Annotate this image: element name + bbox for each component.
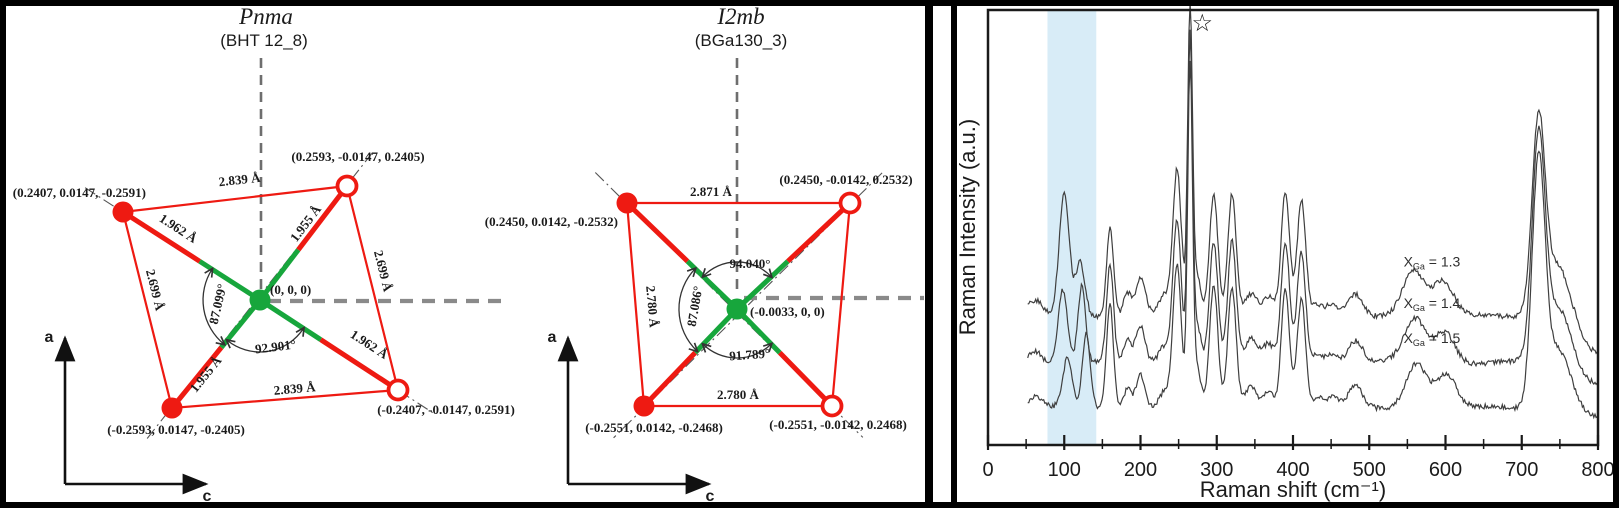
pnma-length-right: 2.699 Å — [371, 249, 396, 294]
panel-divider — [925, 0, 933, 508]
i2mb-atom-bl-filled — [633, 395, 655, 417]
frame-bottom — [0, 502, 1619, 508]
i2mb-angle-top-label: 94.040° — [730, 256, 771, 271]
pnma-atom-tl-filled — [112, 201, 134, 223]
i2mb-coord-bl: (-0.2551, 0.0142, -0.2468) — [585, 420, 723, 435]
raman-spectrum-curve-3 — [1027, 60, 1598, 420]
diagrams-panel: Pnma (BHT 12_8) (0.2407, 0.0147, -0.2591… — [13, 6, 924, 502]
pnma-coord-br: (-0.2407, -0.0147, 0.2591) — [377, 402, 515, 417]
x-axis-tick-label: 100 — [1048, 459, 1081, 481]
x-axis-tick-label: 400 — [1276, 459, 1309, 481]
x-axis-tick-label: 500 — [1353, 459, 1386, 481]
x-axis-tick-label: 0 — [982, 459, 993, 481]
pnma-a-axis-label: a — [45, 329, 54, 346]
pnma-length-top: 2.839 Å — [218, 170, 262, 189]
i2mb-center-atom — [726, 298, 748, 320]
x-axis-tick-label: 800 — [1581, 459, 1613, 481]
raman-spectrum-curve-2 — [1027, 29, 1598, 386]
x-axis-tick-label: 300 — [1200, 459, 1233, 481]
i2mb-bond-tl-red — [625, 201, 690, 264]
pnma-atom-br-open — [386, 378, 410, 402]
i2mb-length-top: 2.871 Å — [690, 184, 733, 199]
i2mb-title: I2mb — [716, 6, 764, 29]
i2mb-angle-arc-top — [703, 261, 771, 277]
i2mb-a-axis-label: a — [548, 329, 557, 346]
pnma-center-atom — [249, 289, 271, 311]
pnma-bond-bl-red — [170, 345, 224, 410]
pnma-coord-tr: (0.2593, -0.0147, 0.2405) — [291, 149, 424, 164]
i2mb-angle-arc-left — [678, 269, 697, 351]
pnma-length-bottom: 2.839 Å — [273, 379, 317, 398]
i2mb-atom-br-open — [820, 394, 844, 418]
i2mb-angle-left-label: 87.086° — [684, 285, 706, 328]
x-axis-tick-label: 600 — [1429, 459, 1462, 481]
x-axis-ticks — [986, 435, 1600, 450]
pnma-bond-br-red — [319, 337, 400, 393]
i2mb-bond-bl-red — [642, 350, 698, 408]
i2mb-c-axis-label: c — [706, 488, 715, 502]
series-label-1: XGa = 1.3 — [1404, 254, 1461, 272]
raman-spectrum-curve-1 — [1027, 6, 1598, 355]
x-axis-tick-labels: 0 100 200 300 400 500 600 700 800 — [982, 459, 1613, 481]
i2mb-center-coord: (-0.0033, 0, 0) — [750, 304, 825, 319]
i2mb-angle-bottom-label: 91.789° — [729, 346, 771, 364]
i2mb-diagram: I2mb (BGa130_3) (0.2450, 0.0142, -0.2532… — [485, 6, 924, 502]
pnma-coord-bl: (-0.2593, 0.0147, -0.2405) — [107, 422, 245, 437]
frame-left — [0, 0, 6, 508]
pnma-bond-tl-green — [198, 259, 262, 303]
series-label-3: XGa = 1.5 — [1404, 330, 1461, 348]
pnma-angle-left-label: 87.099° — [206, 282, 230, 325]
i2mb-angle-arc-bottom — [703, 344, 771, 359]
i2mb-length-left: 2.780 Å — [643, 285, 662, 329]
i2mb-coord-tl: (0.2450, 0.0142, -0.2532) — [485, 214, 618, 229]
pnma-title: Pnma — [238, 6, 293, 29]
y-axis-title: Raman Intensity (a.u.) — [957, 119, 980, 335]
pnma-angle-arc-bottom — [227, 328, 303, 353]
pnma-coord-tl: (0.2407, 0.0147, -0.2591) — [13, 185, 146, 200]
frame-right — [1613, 0, 1619, 508]
spectra-curves — [1027, 6, 1598, 420]
x-axis-tick-label: 700 — [1505, 459, 1538, 481]
star-peak-marker: ☆ — [1192, 10, 1214, 37]
pnma-diagram: Pnma (BHT 12_8) (0.2407, 0.0147, -0.2591… — [13, 6, 515, 502]
i2mb-coord-tr: (0.2450, -0.0142, 0.2532) — [779, 172, 912, 187]
pnma-bond-tr-green — [258, 248, 301, 302]
i2mb-bond-tr-green — [735, 259, 790, 311]
frame-top — [0, 0, 1619, 6]
i2mb-bond-tr-red — [786, 201, 852, 264]
pnma-bond-br-green — [258, 297, 323, 342]
pnma-atom-bl-filled — [161, 397, 183, 419]
i2mb-atom-tl-filled — [616, 192, 638, 214]
i2mb-bond-br-red — [777, 350, 834, 408]
pnma-angle-bottom-label: 92.901° — [254, 337, 296, 357]
i2mb-atom-tr-open — [838, 191, 862, 215]
pnma-bond-tl-red — [121, 209, 202, 264]
i2mb-subtitle: (BGa130_3) — [695, 31, 788, 50]
pnma-bondlen-br: 1.962 Å — [348, 327, 392, 363]
i2mb-length-bottom: 2.780 Å — [717, 387, 760, 402]
pnma-c-axis-label: c — [203, 488, 212, 502]
x-axis-title: Raman shift (cm⁻¹) — [1200, 477, 1386, 502]
pnma-center-coord: (0, 0, 0) — [270, 282, 311, 297]
pnma-atom-tr-open — [335, 174, 359, 198]
pnma-bondlen-bl: 1.955 Å — [186, 353, 224, 395]
pnma-subtitle: (BHT 12_8) — [220, 31, 308, 50]
pnma-bond-tr-red — [296, 184, 349, 252]
right-panel-frame — [951, 0, 957, 508]
spectra-series-labels: XGa = 1.3 XGa = 1.4 XGa = 1.5 — [1404, 254, 1461, 348]
i2mb-coord-br: (-0.2551, -0.0142, 0.2468) — [769, 417, 907, 432]
series-label-2: XGa = 1.4 — [1404, 295, 1461, 313]
pnma-angle-arc-left — [202, 269, 224, 344]
x-axis-tick-label: 200 — [1124, 459, 1157, 481]
